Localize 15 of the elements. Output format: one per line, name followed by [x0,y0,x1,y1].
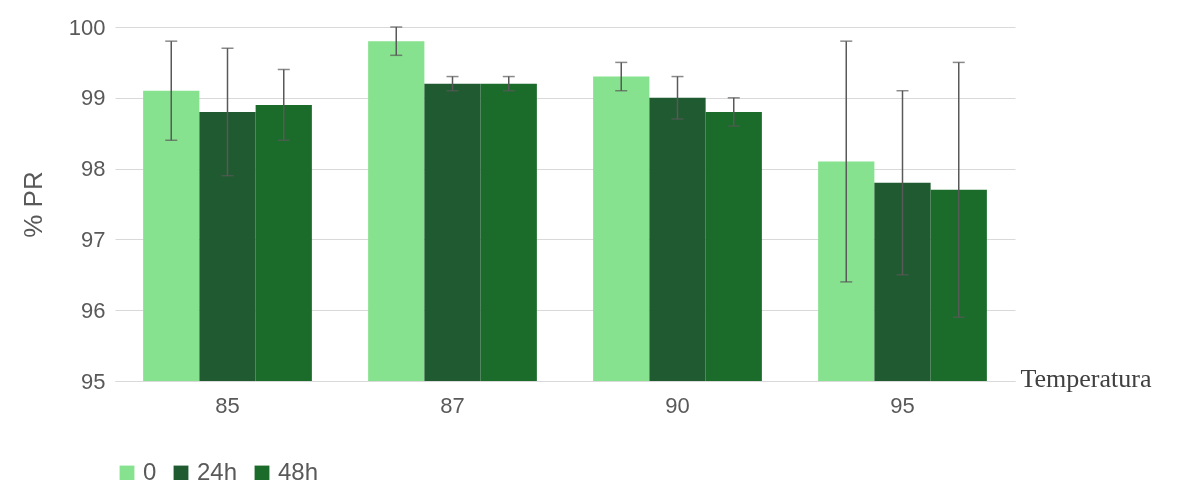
y-tick-label: 99 [81,85,106,111]
legend-label: 24h [197,458,238,480]
y-tick-label: 95 [81,368,106,394]
x-axis-title: Temperatura [1020,363,1152,393]
legend-label: 48h [278,458,319,480]
x-tick-label: 95 [890,392,915,418]
y-axis-title: % PR [17,171,48,238]
legend-label: 0 [143,458,157,480]
y-tick-label: 98 [81,156,106,182]
y-tick-label: 96 [81,297,106,323]
x-tick-label: 87 [440,392,465,418]
x-tick-label: 90 [665,392,690,418]
y-tick-label: 97 [81,226,106,252]
y-tick-label: 100 [68,14,106,40]
x-tick-label: 85 [215,392,240,418]
